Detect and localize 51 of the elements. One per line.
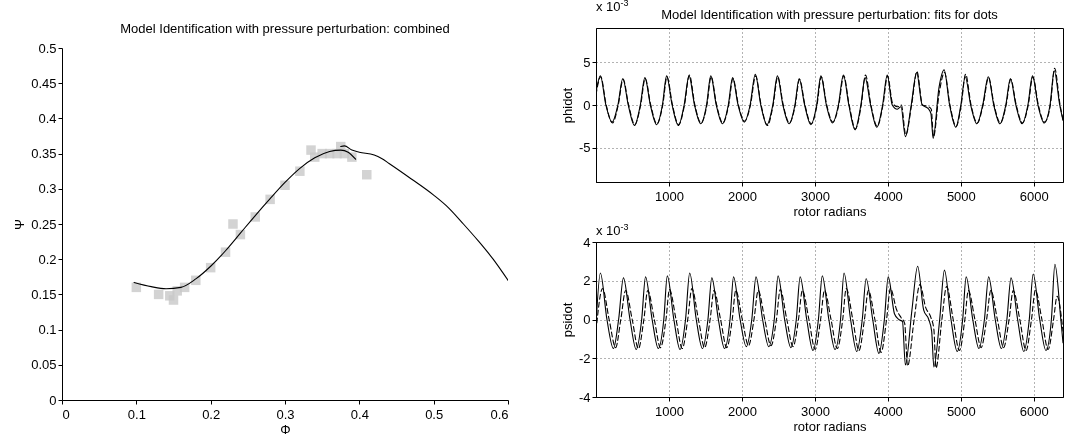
- x-tick-label: 1000: [655, 188, 684, 204]
- y-tick-label: 0.2: [38, 251, 57, 267]
- point: [168, 295, 179, 305]
- x-tick-label: 6000: [1019, 403, 1049, 419]
- y-tick-label: 0.35: [31, 146, 57, 162]
- x-axis-title: rotor radians: [793, 418, 867, 434]
- x-tick-label: 0.2: [202, 406, 221, 422]
- y-tick-label: 0: [583, 97, 591, 113]
- x-tick-label: 3000: [800, 403, 830, 419]
- x-tick-label: 0.5: [425, 406, 444, 422]
- y-tick-label: -2: [578, 350, 591, 366]
- point: [153, 289, 164, 300]
- text: x 10$^{-3}$: [596, 0, 629, 15]
- x-tick-label: 4000: [873, 403, 903, 419]
- y-tick-label: 0: [49, 392, 57, 408]
- y-tick-label: 0.45: [31, 75, 57, 91]
- x-tick-label: 5000: [946, 403, 976, 419]
- x-tick-label: 2000: [727, 403, 757, 419]
- y-tick-label: 0.25: [31, 216, 57, 232]
- x-tick-label: 5000: [946, 188, 976, 204]
- x-axis-title: rotor radians: [793, 203, 867, 219]
- y-tick-label: -4: [578, 389, 591, 405]
- x-tick-label: 4000: [873, 188, 903, 204]
- y-tick-label: 0.5: [38, 40, 57, 56]
- y-tick-label: 5: [583, 54, 591, 70]
- text: x 10$^{-3}$: [596, 222, 629, 239]
- point: [362, 169, 372, 180]
- y-tick-label: 0.15: [31, 286, 57, 302]
- y-tick-label: 4: [583, 234, 591, 250]
- x-tick-label: 3000: [800, 188, 830, 204]
- x-tick-label: 0.4: [350, 406, 369, 422]
- x-tick-label: 0: [62, 406, 70, 422]
- x-axis-title: Φ: [280, 421, 291, 437]
- y-tick-label: 0.4: [38, 110, 57, 126]
- y-axis-title: psidot: [559, 302, 575, 338]
- point: [228, 219, 238, 229]
- x-tick-label: 1000: [655, 403, 684, 419]
- y-axis-title: phidot: [559, 87, 575, 124]
- x-tick-label: 2000: [727, 188, 757, 204]
- y-tick-label: 2: [583, 273, 591, 289]
- x-tick-label: 0.6: [490, 406, 509, 422]
- y-tick-label: -5: [578, 140, 591, 156]
- chart-title: Model Identification with pressure perturbation: combined: [120, 21, 450, 36]
- chart-title: Model Identification with pressure perturbation: fits for dots: [661, 7, 999, 22]
- y-tick-label: 0.05: [31, 357, 57, 373]
- x-tick-label: 6000: [1019, 188, 1049, 204]
- x-tick-label: 0.1: [127, 406, 146, 422]
- y-axis-title: Ψ: [12, 219, 28, 230]
- y-tick-label: 0.1: [38, 322, 57, 338]
- y-tick-label: 0: [583, 312, 591, 327]
- x-tick-label: 0.3: [276, 406, 295, 422]
